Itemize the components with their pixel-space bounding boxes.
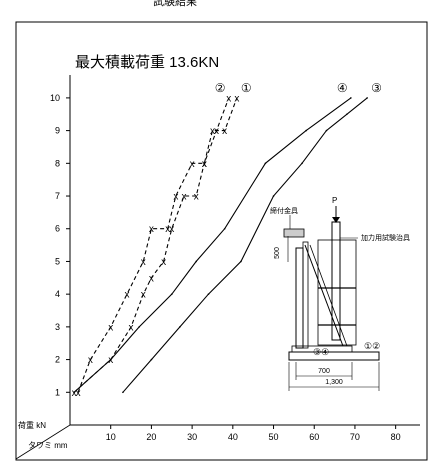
series-point	[179, 326, 181, 328]
y-tick-label: 5	[55, 256, 60, 266]
series-point	[109, 358, 112, 361]
series-point-marker: x	[181, 192, 186, 203]
y-tick-label: 4	[55, 289, 60, 299]
series-point-marker: x	[88, 355, 93, 366]
y-tick-label: 6	[55, 224, 60, 234]
series-point	[350, 97, 352, 99]
x-tick-label: 20	[146, 432, 156, 442]
diagram-clamp	[283, 228, 305, 238]
y-tick-label: 1	[55, 387, 60, 397]
series-point-marker: x	[76, 388, 81, 399]
series-point-marker: x	[165, 224, 170, 235]
series-point	[272, 195, 275, 197]
series-point	[150, 358, 153, 361]
x-tick-label: 70	[350, 432, 360, 442]
series-point-marker: x	[210, 126, 215, 137]
series-point-marker: x	[190, 159, 195, 170]
series-point-marker: x	[72, 388, 77, 399]
series-point-marker: x	[222, 126, 227, 137]
series-point-marker: x	[149, 273, 154, 284]
series-point	[223, 227, 226, 230]
y-tick-label: 8	[55, 158, 60, 168]
chart-title: 最大積載荷重 13.6KN	[75, 54, 219, 71]
series-point-marker: x	[169, 224, 174, 235]
series-label: ④	[337, 81, 348, 95]
y-tick-label: 10	[50, 93, 60, 103]
series-point	[122, 391, 124, 394]
series-labels: ① ② ③ ④	[215, 81, 382, 95]
series-point	[366, 97, 368, 99]
diagram-dim-1300: 1,300	[325, 379, 343, 386]
y-tick-label: 2	[55, 355, 60, 365]
y-tick-label: 3	[55, 322, 60, 332]
series-point-marker: x	[141, 290, 146, 301]
series-point-marker: x	[129, 322, 134, 333]
diagram-load-arrowhead	[332, 217, 340, 223]
series-point-marker: x	[173, 192, 178, 203]
series-line	[73, 97, 230, 393]
series-point-marker: x	[194, 192, 199, 203]
x-axis-title: タワミ mm	[28, 441, 68, 450]
y-tick-label: 9	[55, 126, 60, 136]
series-line	[122, 97, 368, 393]
diagram-load-label: P	[332, 196, 337, 205]
series-point-marker: x	[234, 93, 239, 104]
series-point-marker: x	[108, 322, 113, 333]
series-point-marker: x	[141, 257, 146, 268]
series-point-marker: x	[161, 257, 166, 268]
series-point	[240, 260, 242, 263]
series-point	[325, 129, 328, 132]
series-point	[207, 293, 210, 295]
diagram-dim-700: 700	[318, 368, 330, 375]
test-setup-diagram: P 締付金具 加力用試験治具 500 ③④ ①② 700 1,300	[270, 196, 410, 391]
diagram-jig-label: 加力用試験治具	[361, 233, 410, 242]
x-tick-label: 60	[309, 432, 319, 442]
series-point-marker: x	[214, 126, 219, 137]
series-point-marker: x	[124, 290, 129, 301]
series-point	[264, 162, 267, 165]
y-tick-label: 7	[55, 191, 60, 201]
series-point	[170, 293, 173, 295]
series-point-marker: x	[226, 93, 231, 104]
x-tick-label: 10	[106, 432, 116, 442]
y-axis-title: 荷重 kN	[18, 420, 46, 430]
diagram-marker-left: ③④	[313, 347, 329, 357]
series-point-marker: x	[149, 224, 154, 235]
series-point	[138, 326, 140, 328]
diagram-brace-2	[309, 244, 348, 347]
diagram-sill	[291, 345, 353, 353]
series-label: ③	[371, 81, 382, 95]
series-label: ①	[241, 81, 252, 95]
diagram-fitting-label: 締付金具	[270, 206, 298, 215]
series-point-marker: x	[202, 159, 207, 170]
series-point	[346, 113, 348, 116]
diagram-marker-right: ①②	[364, 341, 380, 351]
header-fragment: 試験結果	[153, 0, 197, 8]
series-line	[77, 97, 238, 393]
diagram-left-post-inner	[302, 241, 309, 349]
axis-label-divider	[15, 424, 71, 460]
series-point-marker: x	[108, 355, 113, 366]
diagram-jig-frame	[317, 239, 357, 346]
series-label: ②	[215, 81, 226, 95]
series-point	[195, 260, 197, 263]
diagram-brace	[304, 244, 344, 347]
x-tick-label: 30	[187, 432, 197, 442]
series-point	[301, 162, 303, 165]
diagram-dim-height: 500	[274, 247, 281, 259]
x-tick-label: 40	[228, 432, 238, 442]
series-point	[305, 129, 307, 132]
x-tick-label: 80	[391, 432, 401, 442]
axis-ticks: 1 2 3 4 5 6 7 8 9 10 10 20 30 40 50 60 70 80	[50, 93, 401, 442]
series-point	[73, 391, 75, 394]
x-tick-label: 50	[269, 432, 279, 442]
